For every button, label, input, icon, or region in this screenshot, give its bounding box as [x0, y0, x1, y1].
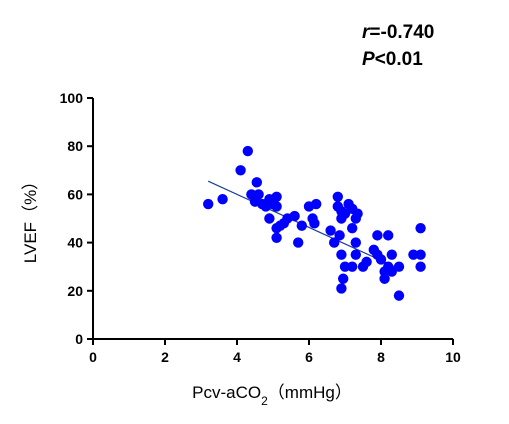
- x-tick-label: 0: [89, 349, 97, 365]
- data-point: [393, 290, 405, 301]
- y-tick-label: 80: [67, 138, 83, 154]
- data-point: [271, 201, 282, 212]
- data-point: [332, 191, 343, 203]
- data-point: [289, 210, 300, 222]
- data-point: [361, 256, 372, 268]
- data-point: [350, 249, 361, 260]
- data-point: [264, 213, 275, 224]
- r-annotation: r=-0.740: [362, 22, 434, 43]
- y-axis-label: LVEF（%）: [21, 173, 40, 263]
- data-point: [271, 232, 282, 243]
- data-point: [309, 218, 320, 229]
- data-point: [251, 177, 262, 188]
- x-axis-label: Pcv-aCO2（mmHg）: [192, 383, 352, 408]
- data-point: [203, 198, 214, 210]
- x-tick-label: 8: [377, 349, 385, 365]
- data-point: [235, 165, 246, 176]
- p-annotation: P<0.01: [362, 49, 423, 70]
- data-point: [415, 249, 426, 260]
- data-point: [347, 261, 358, 272]
- data-point: [325, 225, 336, 236]
- data-point: [336, 213, 347, 224]
- x-tick-label: 6: [305, 349, 313, 365]
- data-point: [375, 254, 387, 265]
- y-tick-label: 40: [67, 235, 83, 251]
- data-point: [311, 198, 322, 210]
- data-point: [379, 273, 390, 284]
- data-points: [203, 145, 426, 301]
- p-symbol: P: [362, 49, 375, 70]
- y-tick-label: 20: [67, 283, 83, 299]
- x-axis-label-subscript: 2: [261, 394, 268, 408]
- x-tick-label: 10: [445, 349, 461, 365]
- p-value: <0.01: [375, 49, 424, 70]
- data-point: [352, 208, 363, 219]
- x-tick-label: 2: [161, 349, 169, 365]
- data-point: [347, 222, 358, 234]
- data-point: [415, 261, 426, 272]
- data-point: [350, 237, 361, 248]
- x-axis-label-main: Pcv-aCO: [192, 383, 261, 402]
- data-point: [393, 261, 405, 272]
- data-point: [408, 249, 419, 260]
- x-tick-label: 4: [233, 349, 241, 365]
- axes: 0 20 40 60 80 100 0 2 4 6 8 10: [60, 90, 461, 365]
- data-point: [383, 230, 394, 241]
- data-point: [293, 237, 304, 248]
- data-point: [336, 283, 347, 294]
- x-axis-label-unit: （mmHg）: [268, 383, 352, 402]
- y-tick-label: 60: [67, 186, 83, 202]
- r-value: =-0.740: [369, 22, 434, 43]
- data-point: [372, 230, 383, 241]
- y-tick-label: 0: [75, 331, 83, 347]
- data-point: [334, 230, 345, 241]
- data-point: [329, 237, 340, 248]
- data-point: [339, 261, 351, 272]
- data-point: [415, 222, 426, 234]
- data-point: [271, 191, 282, 203]
- data-point: [242, 145, 253, 157]
- y-tick-label: 100: [60, 90, 84, 106]
- data-point: [386, 249, 397, 260]
- data-point: [296, 220, 307, 231]
- r-symbol: r: [362, 22, 371, 43]
- data-point: [217, 194, 228, 205]
- data-point: [336, 249, 347, 260]
- data-point: [338, 273, 349, 284]
